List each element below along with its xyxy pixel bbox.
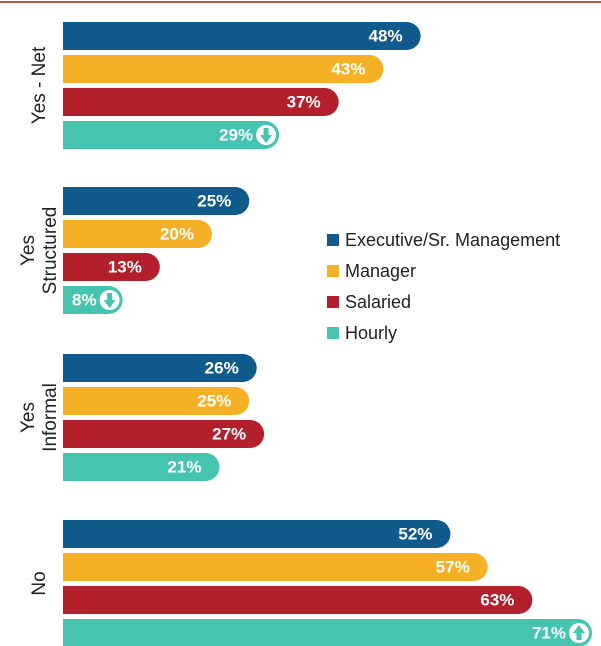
bar: [63, 553, 488, 581]
bar: [63, 22, 421, 50]
value-label: 25%: [197, 391, 231, 410]
legend-swatch: [327, 296, 339, 308]
value-label: 27%: [212, 424, 246, 443]
value-label: 43%: [331, 59, 365, 78]
legend-label: Manager: [345, 261, 416, 281]
bar: [63, 88, 339, 116]
bar: [63, 619, 592, 646]
value-label: 37%: [287, 92, 321, 111]
value-label: 63%: [480, 590, 514, 609]
bar: [63, 253, 160, 281]
bar: [63, 121, 280, 149]
bar: [63, 420, 265, 448]
legend-swatch: [327, 265, 339, 277]
bar: [63, 187, 250, 215]
category-label: Yes: [18, 402, 39, 433]
value-label: 57%: [436, 557, 470, 576]
value-label: 52%: [398, 524, 432, 543]
legend-swatch: [327, 234, 339, 246]
value-label: 25%: [197, 191, 231, 210]
value-label: 71%: [532, 623, 566, 642]
bar: [63, 453, 220, 481]
trend-arrow: [103, 293, 116, 308]
legend-label: Executive/Sr. Management: [345, 230, 560, 250]
category-label: Yes - Net: [29, 46, 50, 124]
legend-label: Hourly: [345, 323, 397, 343]
bar: [63, 520, 451, 548]
legend-swatch: [327, 327, 339, 339]
value-label: 26%: [205, 358, 239, 377]
category-label: No: [29, 571, 50, 595]
category-label: Structured: [40, 207, 61, 295]
bar: [63, 586, 533, 614]
value-label: 20%: [160, 224, 194, 243]
bar: [63, 220, 213, 248]
bar: [63, 55, 384, 83]
value-label: 21%: [167, 457, 201, 476]
value-label: 8%: [72, 290, 97, 309]
value-label: 48%: [369, 26, 403, 45]
trend-arrow: [573, 625, 585, 640]
legend-label: Salaried: [345, 292, 411, 312]
value-label: 13%: [108, 257, 142, 276]
value-label: 29%: [219, 125, 253, 144]
bar: [63, 387, 250, 415]
category-label: Informal: [40, 383, 61, 452]
bar: [63, 354, 257, 382]
category-label: Yes: [18, 235, 39, 266]
trend-arrow: [260, 128, 273, 143]
